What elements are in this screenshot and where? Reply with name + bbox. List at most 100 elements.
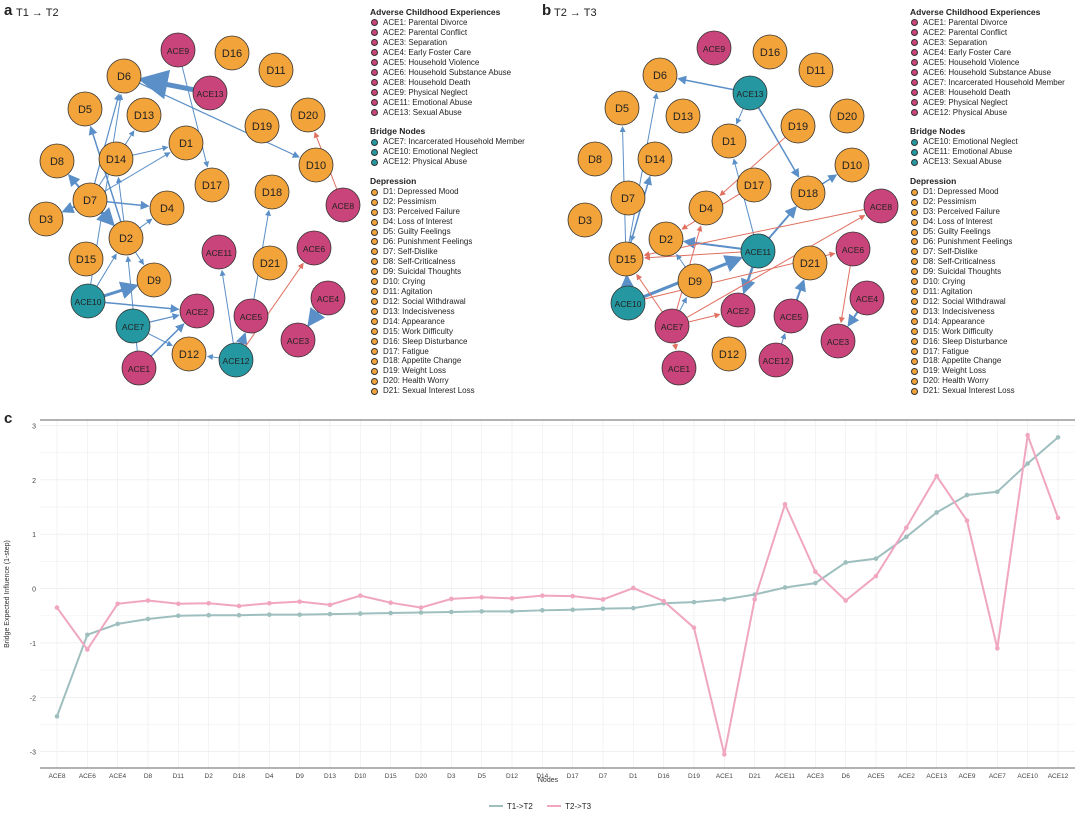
- node-label: D14: [645, 154, 665, 166]
- legend-dot: [371, 268, 378, 276]
- point-0-ACE2: [904, 534, 909, 540]
- legend-text: D6: Punishment Feelings: [923, 237, 1013, 247]
- point-0-ACE13: [934, 510, 939, 515]
- legend-dot: [911, 109, 918, 116]
- legend-item: ACE7: Incarcerated Household Member: [370, 137, 525, 147]
- y-axis-label: Bridge Expected Influence (1-step): [4, 540, 11, 648]
- node-ACE2: ACE2: [179, 293, 215, 329]
- legend-dot: [371, 29, 378, 37]
- node-D1: D1: [711, 123, 747, 159]
- legend-dot: [911, 69, 918, 77]
- legend-text: D2: Pessimism: [383, 197, 437, 207]
- legend-b-dep-list: D1: Depressed Mood D2: Pessimism D3: Perce…: [910, 187, 1065, 396]
- point-0-D4: [267, 612, 272, 617]
- legend-dot: [911, 328, 918, 336]
- legend-item: D3: Perceived Failure: [910, 207, 1065, 217]
- node-label: D18: [262, 187, 282, 199]
- legend-text: D14: Appearance: [923, 316, 985, 326]
- legend-dot: [911, 347, 918, 355]
- node-D10: D10: [834, 147, 870, 183]
- legend-item: D17: Fatigue: [910, 347, 1065, 357]
- node-label: ACE2: [727, 306, 749, 316]
- legend-text: D16: Sleep Disturbance: [923, 336, 1008, 346]
- node-D21: D21: [252, 245, 288, 281]
- node-label: D7: [83, 195, 97, 207]
- edge-ACE9-D17: [181, 66, 210, 168]
- legend-item: D14: Appearance: [370, 317, 525, 327]
- legend-text: ACE10: Emotional Neglect: [383, 147, 478, 157]
- node-label: ACE8: [870, 202, 892, 212]
- edge-ACE1-ACE2: [150, 323, 185, 357]
- legend-item: D8: Self-Criticalness: [370, 257, 525, 267]
- point-0-ACE8: [54, 714, 60, 719]
- legend-dot: [371, 148, 378, 156]
- legend-item: D16: Sleep Disturbance: [370, 337, 525, 347]
- panel-b-label: b: [542, 2, 552, 19]
- legend-b-bridge-list: ACE10: Emotional Neglect ACE11: Emotional…: [910, 137, 1065, 167]
- node-ACE12: ACE12: [758, 342, 794, 378]
- legend-text: ACE6: Household Substance Abuse: [923, 67, 1052, 77]
- legend-dot: [371, 338, 378, 346]
- node-label: ACE4: [856, 294, 878, 304]
- legend-text: ACE1: Parental Divorce: [923, 17, 1008, 27]
- node-ACE3: ACE3: [280, 322, 316, 358]
- node-label: D6: [653, 70, 667, 82]
- edge-D7-D1: [104, 152, 171, 192]
- legend-text: ACE1: Parental Divorce: [383, 17, 468, 27]
- node-label: ACE9: [167, 46, 189, 56]
- node-label: D5: [78, 104, 92, 116]
- point-0-D13: [327, 611, 333, 617]
- node-ACE4: ACE4: [849, 280, 885, 316]
- edge-ACE13-D18: [757, 107, 800, 178]
- legend-text: D10: Crying: [383, 276, 426, 286]
- legend-item: D6: Punishment Feelings: [370, 237, 525, 247]
- legend-dot: [371, 248, 378, 256]
- legend-item: D17: Fatigue: [370, 347, 525, 357]
- legend-item: D12: Social Withdrawal: [910, 297, 1065, 307]
- point-1-ACE5: [873, 573, 879, 579]
- point-0-D11: [176, 613, 181, 619]
- legend-text: D7: Self-Dislike: [383, 246, 438, 256]
- legend-text: D11: Agitation: [383, 286, 433, 296]
- node-label: ACE12: [223, 356, 250, 366]
- x-tick-label: ACE1: [716, 773, 733, 780]
- node-D5: D5: [604, 90, 640, 126]
- point-1-D7: [600, 597, 606, 602]
- legend-item: ACE1: Parental Divorce: [370, 18, 525, 28]
- y-tick-label: 1: [32, 532, 36, 539]
- legend-a-dep-list: D1: Depressed Mood D2: Pessimism D3: Perce…: [370, 187, 525, 396]
- legend-item: ACE9: Physical Neglect: [910, 98, 1065, 108]
- edge-ACE7-ACE1: [672, 342, 679, 351]
- point-0-ACE12: [1055, 435, 1061, 440]
- legend-t2: T2->T3: [547, 802, 591, 811]
- panel-a-title: T1 → T2: [16, 7, 59, 19]
- legend-text: ACE4: Early Foster Care: [923, 47, 1012, 57]
- node-label: D19: [252, 121, 272, 133]
- point-1-D21: [752, 597, 757, 602]
- legend-item: ACE11: Emotional Abuse: [910, 147, 1065, 157]
- node-ACE8: ACE8: [325, 187, 361, 223]
- legend-text: D13: Indecisiveness: [383, 306, 455, 316]
- node-ACE13: ACE13: [192, 75, 228, 111]
- legend-text: ACE2: Parental Conflict: [923, 27, 1008, 37]
- x-tick-label: ACE6: [79, 773, 96, 780]
- legend-item: D18: Appetite Change: [370, 356, 525, 366]
- legend-text: D21: Sexual Interest Loss: [923, 386, 1015, 396]
- x-tick-label: ACE5: [868, 773, 885, 780]
- node-D5: D5: [67, 91, 103, 127]
- point-1-D16: [661, 598, 666, 604]
- legend-dot: [911, 89, 918, 97]
- legend-dot: [371, 99, 378, 107]
- legend-text: D18: Appetite Change: [923, 356, 1002, 366]
- point-0-ACE4: [115, 621, 120, 627]
- legend-item: ACE2: Parental Conflict: [910, 28, 1065, 38]
- node-D16: D16: [214, 35, 250, 71]
- edge-D7-D4: [106, 200, 150, 210]
- legend-text: D5: Guilty Feelings: [383, 227, 451, 237]
- legend-dot: [371, 59, 378, 67]
- x-tick-label: D15: [385, 773, 397, 780]
- legend-item: D14: Appearance: [910, 317, 1065, 327]
- legend-text: D7: Self-Dislike: [923, 246, 978, 256]
- legend-a-dep-title: Depression: [370, 176, 417, 187]
- x-tick-label: D14: [536, 773, 548, 780]
